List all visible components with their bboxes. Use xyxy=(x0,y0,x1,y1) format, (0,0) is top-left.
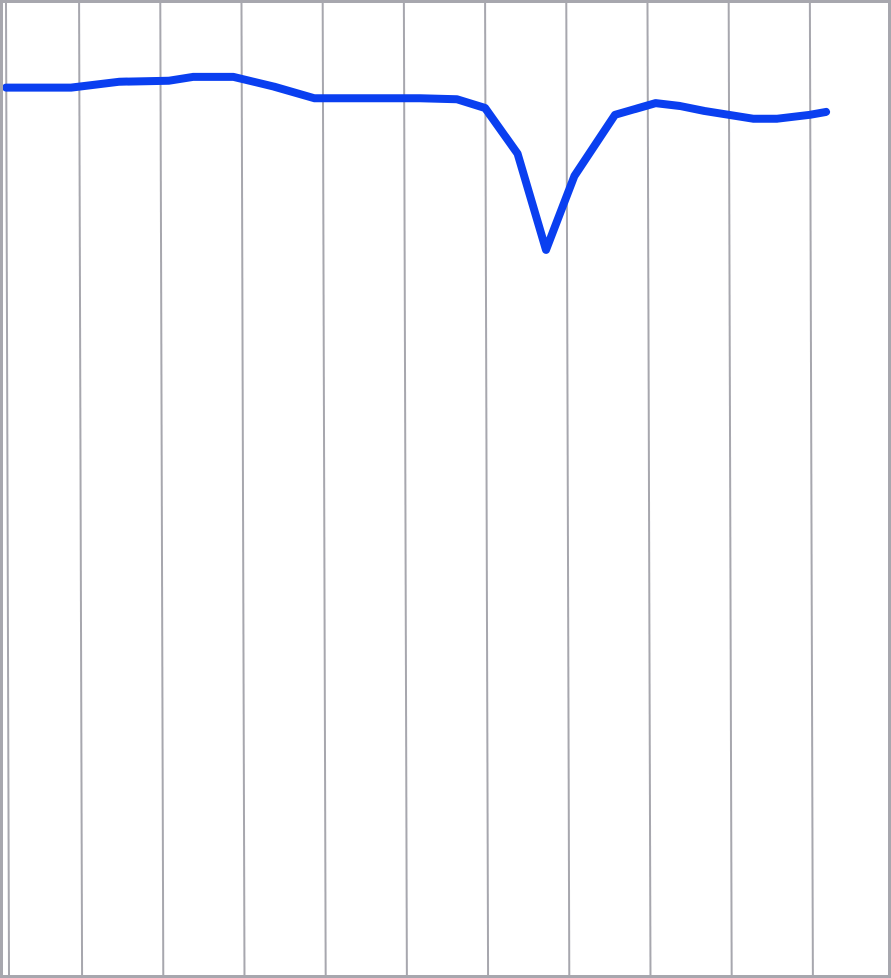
grid-lines xyxy=(5,2,814,976)
x-gridline xyxy=(565,2,571,976)
x-gridline xyxy=(727,2,733,976)
series-layer xyxy=(2,72,831,254)
x-gridline xyxy=(321,2,327,976)
x-gridline xyxy=(402,2,408,976)
x-gridline xyxy=(240,2,246,976)
x-gridline xyxy=(159,2,165,976)
x-gridline xyxy=(484,2,490,976)
x-gridline xyxy=(808,2,814,976)
series-line xyxy=(2,72,831,254)
x-gridline xyxy=(5,2,10,976)
x-gridline xyxy=(646,2,652,976)
x-gridline xyxy=(78,2,84,976)
